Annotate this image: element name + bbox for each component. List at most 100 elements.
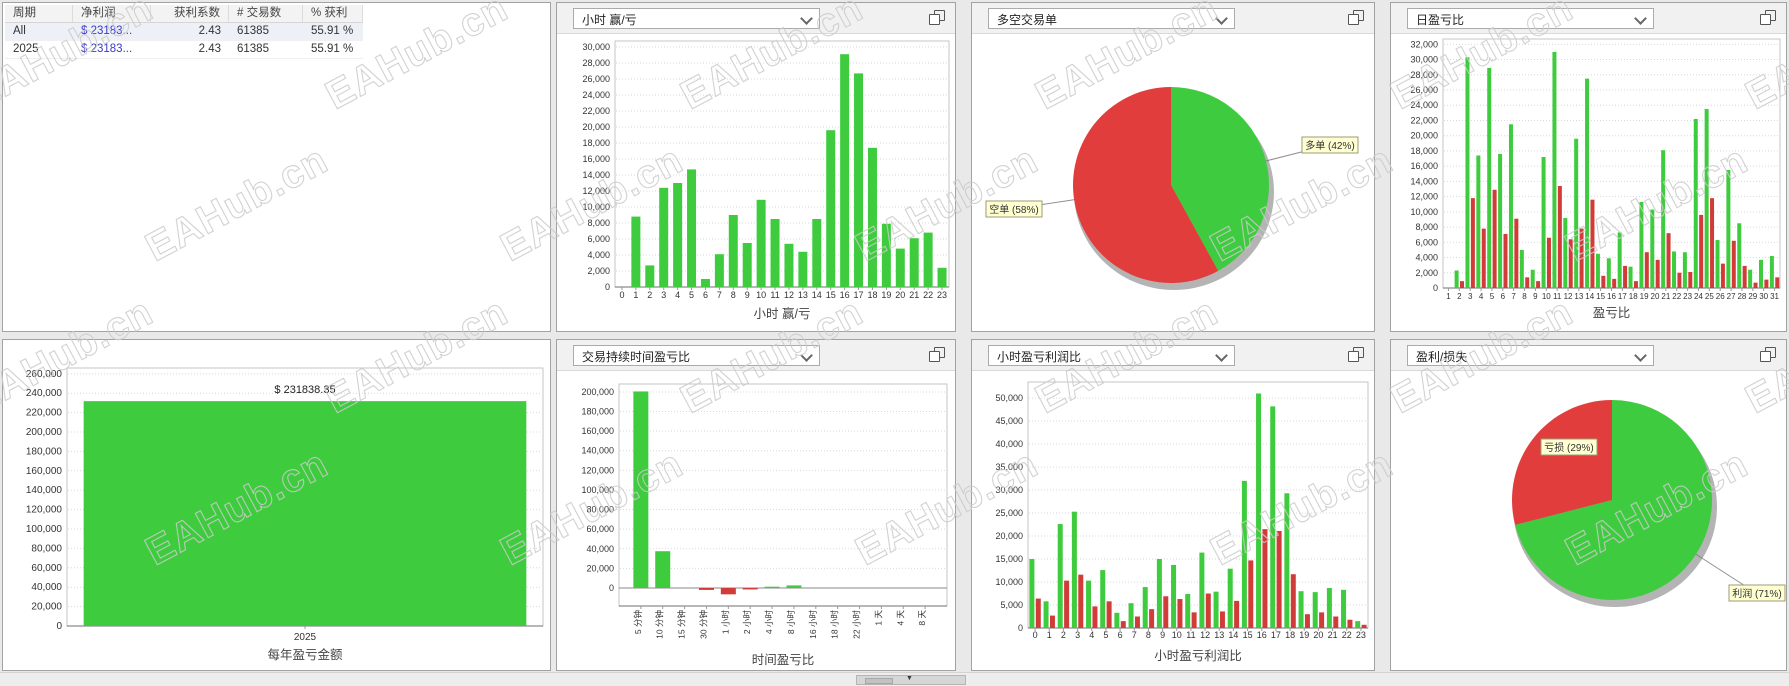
hour-winloss-dropdown[interactable]: 小时 赢/亏	[573, 8, 820, 29]
x-tick-label: 10	[1172, 630, 1182, 640]
svg-text:10,000: 10,000	[995, 577, 1023, 587]
profit-loss-pie-chart: 利润 (71%) 亏损 (29%)	[1512, 400, 1786, 607]
chart-title: 每年盈亏金额	[267, 647, 343, 662]
dropdown-value: 盈利/损失	[1416, 350, 1468, 364]
bar	[1333, 616, 1339, 628]
duration-pl-chart: 0 20,000 40,000 60,000 80,000 100,000 120,000 1…	[581, 383, 948, 667]
x-tick-label: 1	[1446, 292, 1451, 301]
x-tick-label: 13	[1574, 292, 1583, 301]
table-row[interactable]: All $ 23183... 2.43 61385 55.91 %	[5, 23, 363, 41]
bar	[786, 585, 802, 588]
svg-text:5,000: 5,000	[1000, 600, 1023, 610]
bar	[1726, 169, 1731, 288]
duration-pl-dropdown[interactable]: 交易持续时间盈亏比	[573, 345, 820, 366]
bar	[840, 54, 850, 288]
daily-pl-dropdown[interactable]: 日盈亏比	[1407, 8, 1654, 29]
bar	[1775, 277, 1780, 288]
x-tick-label: 3	[1075, 630, 1080, 640]
bar	[1043, 601, 1049, 628]
svg-text:200,000: 200,000	[26, 427, 63, 438]
x-tick-label: 5 分钟	[633, 610, 643, 634]
bar	[1595, 253, 1600, 288]
bar	[1650, 209, 1655, 288]
bar	[1171, 565, 1177, 628]
x-tick-label: 6	[1118, 630, 1123, 640]
svg-text:10,000: 10,000	[1410, 207, 1438, 217]
panel-hour-winloss: 小时 赢/亏 0 2,000 4,000 6,000 8,000 10,000 12,000 1…	[556, 2, 956, 332]
x-tick-label: 23	[1356, 630, 1366, 640]
svg-text:8,000: 8,000	[1415, 222, 1438, 232]
svg-text:20,000: 20,000	[582, 122, 610, 132]
panel-header: 小时 赢/亏	[557, 3, 955, 34]
x-tick-label: 11	[1186, 630, 1195, 640]
bar	[687, 169, 697, 287]
bar	[655, 551, 671, 588]
bar	[728, 215, 738, 287]
x-tick-label: 6	[1501, 292, 1506, 301]
copy-chart-icon[interactable]	[929, 10, 946, 26]
copy-chart-icon[interactable]	[1348, 347, 1365, 363]
x-tick-label: 5	[1490, 292, 1495, 301]
bar	[1661, 150, 1666, 288]
bar	[854, 73, 864, 288]
copy-chart-icon[interactable]	[1348, 10, 1365, 26]
bar	[1682, 252, 1687, 288]
pie-slices	[1073, 87, 1269, 283]
long-short-dropdown[interactable]: 多空交易单	[988, 8, 1235, 29]
profit-loss-chart-area: 利润 (71%) 亏损 (29%)	[1391, 370, 1786, 670]
x-tick-label: 6	[703, 290, 708, 300]
long-short-chart-area: 多单 (42%) 空单 (58%)	[972, 33, 1374, 331]
copy-chart-icon[interactable]	[1760, 347, 1777, 363]
svg-text:10,000: 10,000	[582, 202, 610, 212]
bar	[742, 587, 758, 590]
x-tick-label: 22	[923, 290, 933, 300]
bar	[1579, 228, 1584, 288]
bar	[1715, 240, 1720, 288]
svg-text:160,000: 160,000	[26, 466, 63, 477]
profit-loss-dropdown[interactable]: 盈利/损失	[1407, 345, 1654, 366]
bar	[1460, 281, 1465, 288]
x-tick-label: 19	[881, 290, 891, 300]
bar	[1568, 239, 1573, 288]
yearly-pl-chart: 0 20,000 40,000 60,000 80,000 100,000 120,000 1…	[26, 367, 544, 662]
x-tick-label: 25	[1705, 292, 1714, 301]
x-tick-label: 18 小时	[830, 610, 840, 639]
x-tick-label: 9	[1533, 292, 1538, 301]
x-tick-label: 4 小时	[764, 610, 774, 635]
table-row[interactable]: 2025 $ 23183... 2.43 61385 55.91 %	[5, 41, 363, 59]
column-header: % 获利	[303, 5, 363, 22]
bar	[1655, 259, 1660, 288]
x-tick-label: 1	[633, 290, 638, 300]
bar	[756, 199, 766, 287]
x-tick-label: 28	[1737, 292, 1746, 301]
svg-text:0: 0	[605, 282, 610, 292]
bars	[83, 401, 527, 626]
copy-chart-icon[interactable]	[929, 347, 946, 363]
svg-text:18,000: 18,000	[1410, 146, 1438, 156]
dropdown-value: 交易持续时间盈亏比	[582, 350, 691, 364]
bar	[1071, 511, 1077, 628]
x-tick-label: 4	[675, 290, 680, 300]
svg-text:18,000: 18,000	[582, 138, 610, 148]
hour-winloss-chart: 0 2,000 4,000 6,000 8,000 10,000 12,000 14,000 1…	[582, 40, 950, 321]
bar	[1508, 124, 1513, 289]
x-tick-label: 15	[1243, 630, 1253, 640]
pie-slice	[1171, 87, 1269, 271]
svg-text:2,000: 2,000	[587, 266, 610, 276]
hourly-pl-ratio-dropdown[interactable]: 小时盈亏利润比	[988, 345, 1235, 366]
x-tick-label: 29	[1748, 292, 1757, 301]
dropdown-value: 多空交易单	[997, 13, 1058, 27]
bar	[770, 219, 780, 287]
pie-label-tag: 多单 (42%)	[1301, 136, 1359, 154]
copy-chart-icon[interactable]	[1760, 10, 1777, 26]
bar	[909, 238, 919, 287]
partial-toolbar-fragment[interactable]: ▼	[856, 675, 966, 685]
panel-yearly-pl: 0 20,000 40,000 60,000 80,000 100,000 120,000 1…	[2, 339, 551, 671]
bars	[1029, 393, 1367, 628]
y-axis-labels: 0 20,000 40,000 60,000 80,000 100,000 120,000 1…	[581, 387, 614, 593]
bar	[798, 251, 808, 287]
x-tick-label: 10	[1542, 292, 1551, 301]
x-tick-label: 7	[1132, 630, 1137, 640]
chart-title: 小时 赢/亏	[754, 306, 811, 321]
